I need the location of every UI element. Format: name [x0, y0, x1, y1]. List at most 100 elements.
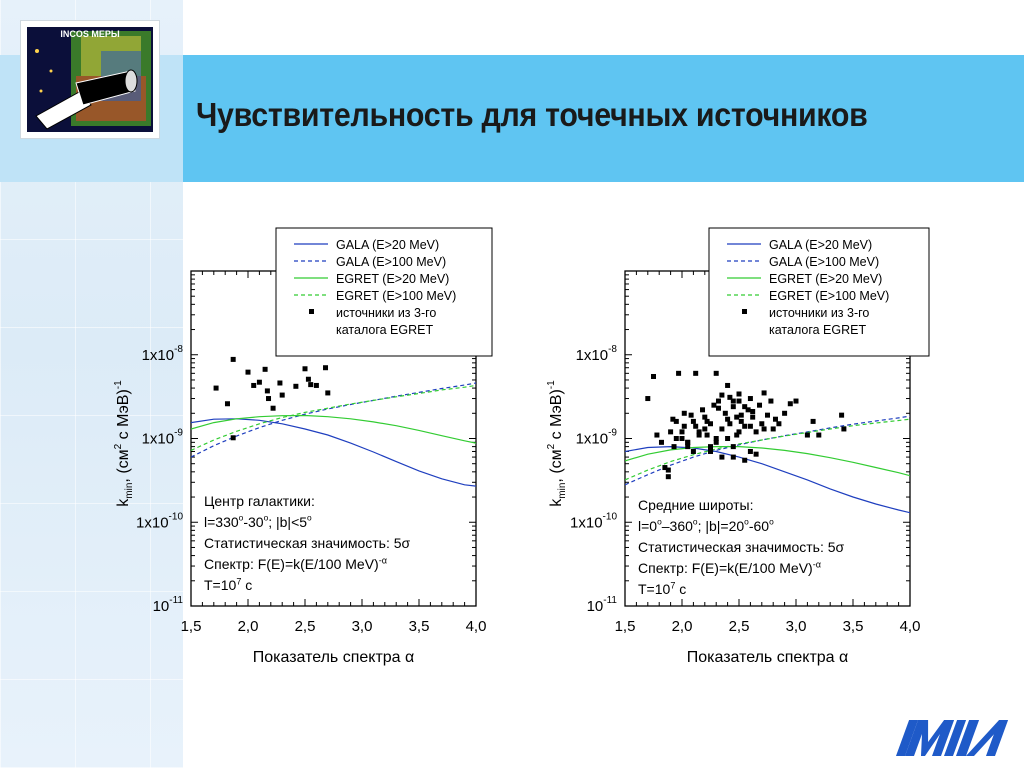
data-point [681, 423, 687, 429]
data-point [651, 373, 656, 379]
data-point [256, 379, 262, 385]
data-point [293, 383, 299, 389]
logo-text: INCOS МЕРЫ [60, 29, 120, 39]
data-point [702, 414, 708, 420]
data-point [673, 418, 679, 424]
legend-box [275, 227, 493, 357]
data-point [747, 396, 753, 402]
legend-label: GALA (E>20 MeV) [769, 238, 872, 252]
data-point [693, 370, 699, 376]
legend-label: EGRET (E>20 MeV) [336, 272, 449, 286]
x-tick-label: 1,5 [615, 618, 636, 635]
annotation-line: Средние широты: [638, 497, 753, 513]
data-point [685, 439, 691, 445]
data-point [719, 426, 725, 432]
data-point [738, 412, 744, 418]
data-point [700, 407, 706, 413]
data-point [251, 382, 257, 388]
data-point [839, 412, 845, 418]
data-point [747, 423, 753, 429]
data-point [753, 451, 759, 457]
data-point [810, 418, 816, 424]
data-point [734, 432, 740, 438]
data-point [722, 410, 728, 416]
annotation-line: T=107​ с [638, 580, 686, 597]
data-point [787, 401, 793, 407]
legend-marker [309, 309, 314, 314]
y-axis-label: kmin, (см2 с МэВ)-1 [113, 380, 135, 507]
data-point [302, 366, 308, 372]
data-point [759, 421, 765, 427]
data-point [725, 416, 731, 422]
data-point [841, 426, 847, 432]
data-point [270, 405, 276, 411]
x-tick-label: 2,5 [295, 618, 316, 635]
legend-label: EGRET (E>100 MeV) [769, 289, 889, 303]
title-banner [183, 55, 1024, 182]
data-point [734, 414, 740, 420]
data-point [776, 421, 782, 427]
y-tick-label: 1x10-9 [576, 428, 618, 448]
data-point [658, 439, 664, 445]
data-point [730, 398, 736, 404]
data-point [782, 410, 788, 416]
data-point [761, 390, 767, 396]
legend-marker [742, 309, 747, 314]
x-tick-label: 4,0 [466, 618, 487, 635]
satellite-icon [35, 69, 138, 130]
data-point [645, 396, 651, 402]
data-point [690, 448, 696, 454]
x-tick-label: 4,0 [900, 618, 921, 635]
data-point [308, 382, 314, 388]
data-point [816, 432, 822, 438]
y-tick-label: 1x10-8 [576, 344, 618, 364]
data-point [213, 385, 219, 391]
data-point [715, 405, 721, 411]
data-point [654, 432, 660, 438]
data-point [745, 407, 751, 413]
y-tick-label: 10-11 [587, 595, 618, 615]
series-line [625, 418, 910, 481]
legend-label: GALA (E>20 MeV) [336, 238, 439, 252]
data-point [768, 398, 774, 404]
data-point [719, 454, 725, 460]
data-point [688, 412, 694, 418]
legend-label: источники из 3-го [336, 306, 436, 320]
data-point [736, 429, 742, 435]
data-point [665, 474, 671, 480]
data-point [323, 365, 329, 371]
data-point [711, 402, 717, 408]
data-point [730, 454, 736, 460]
y-axis-label: kmin, (см2 с МэВ)-1 [546, 380, 568, 507]
data-point [673, 436, 679, 441]
data-point [313, 382, 319, 388]
data-point [727, 394, 733, 400]
data-point [761, 426, 767, 432]
series-line [625, 446, 910, 477]
x-tick-label: 1,5 [181, 618, 202, 635]
data-point [279, 392, 285, 398]
series-line [191, 414, 476, 444]
data-point [750, 409, 756, 415]
data-point [715, 398, 721, 404]
annotation-line: Спектр: F(E)=k(E/100 MeV)-α​ [638, 559, 821, 576]
data-point [742, 404, 748, 410]
data-point [738, 418, 744, 424]
x-tick-label: 3,0 [786, 618, 807, 635]
star-icon [35, 49, 53, 93]
data-point [742, 457, 748, 463]
data-point [804, 432, 810, 438]
x-tick-label: 2,0 [672, 618, 693, 635]
data-point [230, 356, 236, 362]
data-point [708, 421, 713, 427]
data-point [713, 439, 719, 445]
data-point [266, 396, 272, 402]
data-point [262, 366, 268, 372]
data-point [730, 404, 736, 410]
legend-label: EGRET (E>100 MeV) [336, 289, 456, 303]
mifi-logo [884, 712, 1014, 767]
data-point [770, 426, 776, 432]
legend-label: каталога EGRET [769, 323, 866, 337]
x-tick-label: 3,5 [843, 618, 864, 635]
